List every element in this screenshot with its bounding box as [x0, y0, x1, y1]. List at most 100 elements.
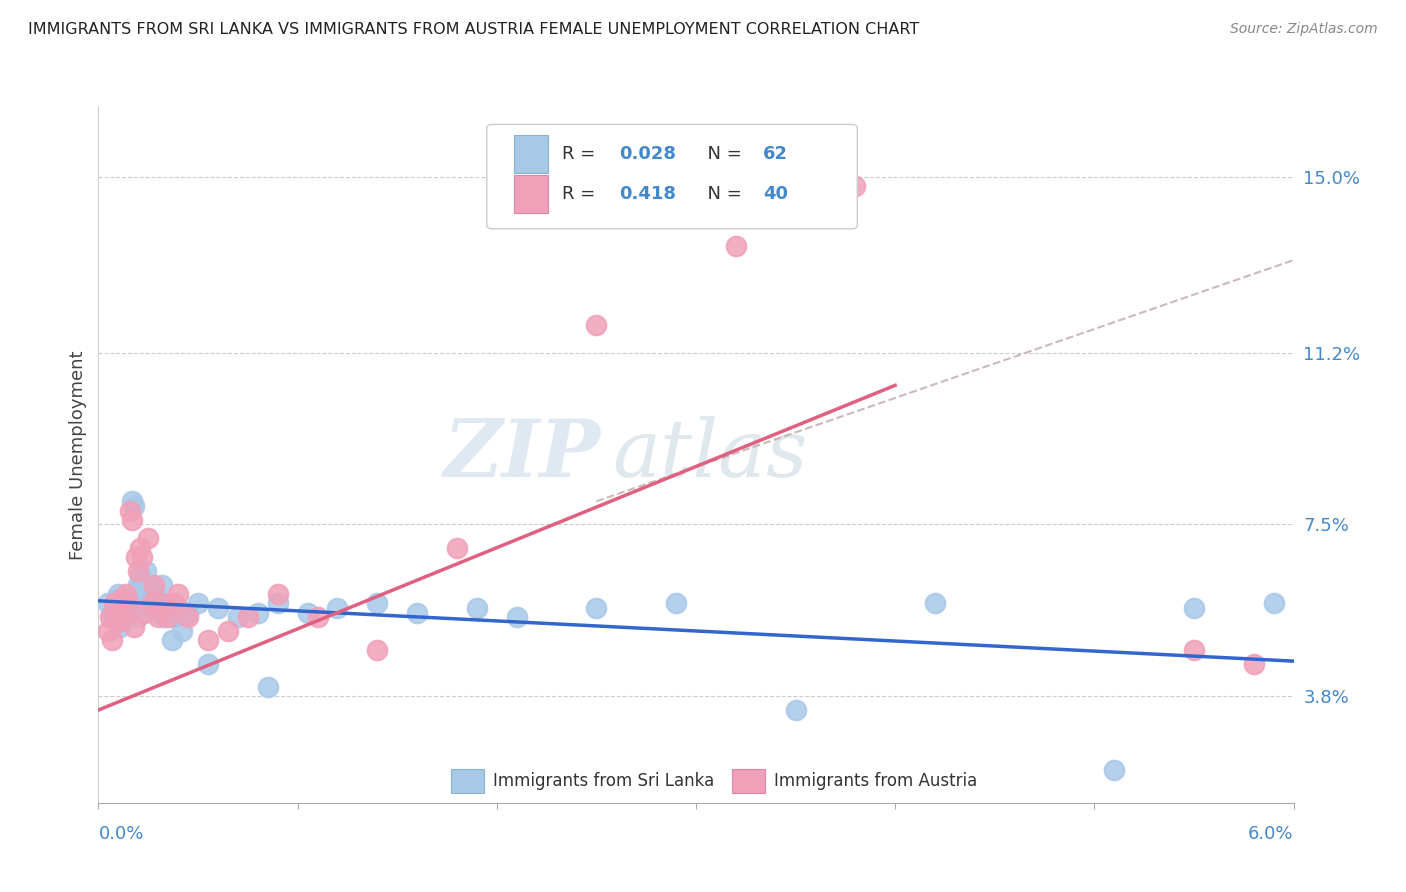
- Point: [307, 610, 329, 624]
- Point: [105, 591, 128, 606]
- Point: [107, 587, 129, 601]
- Text: IMMIGRANTS FROM SRI LANKA VS IMMIGRANTS FROM AUSTRIA FEMALE UNEMPLOYMENT CORRELA: IMMIGRANTS FROM SRI LANKA VS IMMIGRANTS …: [28, 22, 920, 37]
- Point: [785, 703, 807, 717]
- Text: ZIP: ZIP: [443, 417, 600, 493]
- Point: [160, 633, 183, 648]
- Point: [101, 633, 124, 648]
- Point: [124, 601, 146, 615]
- Point: [127, 610, 149, 624]
- Point: [134, 591, 156, 606]
- Point: [111, 591, 134, 606]
- Point: [117, 610, 139, 624]
- Point: [111, 591, 134, 606]
- Point: [127, 564, 149, 578]
- Text: N =: N =: [696, 185, 748, 203]
- FancyBboxPatch shape: [486, 124, 858, 229]
- Point: [110, 601, 132, 615]
- Text: Immigrants from Sri Lanka: Immigrants from Sri Lanka: [494, 772, 714, 789]
- Point: [226, 610, 249, 624]
- Text: 0.0%: 0.0%: [98, 825, 143, 843]
- Point: [585, 318, 607, 332]
- Point: [1182, 642, 1205, 657]
- Text: Immigrants from Austria: Immigrants from Austria: [773, 772, 977, 789]
- Point: [406, 606, 429, 620]
- Point: [127, 578, 149, 592]
- Point: [148, 610, 170, 624]
- Point: [167, 601, 190, 615]
- Bar: [515, 136, 548, 173]
- Point: [134, 606, 156, 620]
- Point: [724, 239, 747, 253]
- Point: [256, 680, 278, 694]
- Point: [167, 587, 190, 601]
- Text: 40: 40: [763, 185, 787, 203]
- Text: R =: R =: [562, 185, 602, 203]
- Point: [446, 541, 468, 555]
- Point: [197, 633, 219, 648]
- Point: [187, 596, 209, 610]
- Point: [121, 494, 143, 508]
- Point: [131, 573, 153, 587]
- Point: [177, 606, 200, 620]
- Point: [141, 601, 163, 615]
- Bar: [451, 769, 485, 793]
- Point: [366, 642, 388, 657]
- Point: [665, 596, 688, 610]
- Point: [110, 619, 132, 633]
- Point: [1102, 764, 1125, 778]
- Point: [217, 624, 239, 639]
- Point: [326, 601, 349, 615]
- Point: [129, 568, 152, 582]
- Point: [366, 596, 388, 610]
- Point: [98, 610, 122, 624]
- Point: [97, 624, 120, 639]
- Point: [134, 587, 156, 601]
- Point: [111, 596, 134, 610]
- Point: [103, 596, 125, 610]
- Point: [267, 587, 290, 601]
- Text: N =: N =: [696, 145, 748, 163]
- Point: [112, 610, 135, 624]
- Point: [107, 615, 129, 629]
- Point: [121, 513, 143, 527]
- Point: [172, 624, 194, 639]
- Point: [506, 610, 529, 624]
- Point: [129, 541, 152, 555]
- Point: [163, 610, 186, 624]
- Point: [148, 606, 170, 620]
- Point: [110, 601, 132, 615]
- Point: [143, 587, 166, 601]
- Point: [131, 549, 153, 564]
- Point: [112, 610, 135, 624]
- Text: 6.0%: 6.0%: [1249, 825, 1294, 843]
- Point: [1243, 657, 1265, 671]
- Point: [197, 657, 219, 671]
- Point: [107, 615, 129, 629]
- Point: [139, 596, 162, 610]
- Point: [267, 596, 290, 610]
- Point: [143, 578, 166, 592]
- Point: [844, 178, 866, 193]
- Point: [136, 578, 159, 592]
- Point: [163, 596, 186, 610]
- Point: [157, 610, 180, 624]
- Text: atlas: atlas: [613, 417, 807, 493]
- Point: [115, 587, 138, 601]
- Point: [117, 606, 139, 620]
- Point: [177, 610, 200, 624]
- Point: [150, 578, 173, 592]
- Point: [1263, 596, 1285, 610]
- Point: [103, 610, 125, 624]
- Point: [153, 610, 176, 624]
- Point: [121, 591, 143, 606]
- Point: [157, 596, 180, 610]
- Y-axis label: Female Unemployment: Female Unemployment: [69, 351, 87, 559]
- Text: Source: ZipAtlas.com: Source: ZipAtlas.com: [1230, 22, 1378, 37]
- Point: [125, 596, 148, 610]
- Point: [124, 619, 146, 633]
- Bar: [515, 175, 548, 213]
- Point: [115, 596, 138, 610]
- Point: [246, 606, 269, 620]
- Point: [124, 499, 146, 513]
- Point: [97, 596, 120, 610]
